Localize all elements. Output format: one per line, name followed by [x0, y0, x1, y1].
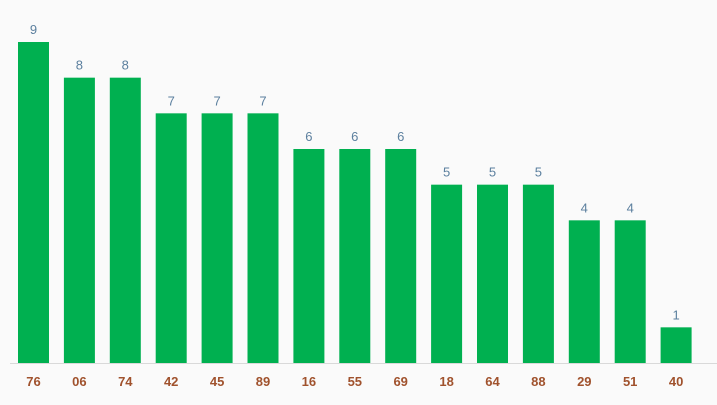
x-tick-label: 29 — [577, 374, 591, 389]
x-tick-label: 74 — [118, 374, 133, 389]
data-label: 7 — [213, 93, 220, 108]
data-label: 6 — [351, 129, 358, 144]
data-label: 7 — [259, 93, 266, 108]
x-tick-label: 55 — [348, 374, 362, 389]
x-tick-label: 88 — [531, 374, 545, 389]
data-label: 6 — [305, 129, 312, 144]
bar-69 — [385, 149, 417, 363]
data-label: 6 — [397, 129, 404, 144]
bar-74 — [109, 77, 141, 364]
bar-51 — [614, 220, 646, 363]
data-label: 8 — [122, 58, 129, 73]
x-tick-label: 06 — [72, 374, 86, 389]
bar-18 — [431, 184, 463, 363]
x-tick-label: 18 — [439, 374, 453, 389]
x-tick-label: 42 — [164, 374, 178, 389]
bar-45 — [201, 113, 233, 363]
bar-29 — [568, 220, 600, 363]
bar-55 — [339, 149, 371, 363]
data-label: 9 — [30, 22, 37, 37]
data-label: 8 — [76, 58, 83, 73]
data-label: 5 — [535, 165, 542, 180]
x-tick-label: 51 — [623, 374, 637, 389]
bar-40 — [660, 327, 692, 363]
data-label: 4 — [581, 200, 588, 215]
bar-76 — [18, 42, 49, 363]
bar-64 — [477, 184, 508, 363]
data-label: 5 — [489, 165, 496, 180]
x-tick-label: 16 — [302, 374, 316, 389]
x-tick-label: 40 — [669, 374, 683, 389]
x-tick-label: 64 — [485, 374, 500, 389]
x-tick-label: 76 — [26, 374, 40, 389]
data-label: 7 — [168, 93, 175, 108]
bar-42 — [155, 113, 187, 363]
bar-88 — [522, 184, 554, 363]
x-tick-label: 89 — [256, 374, 270, 389]
x-tick-label: 69 — [393, 374, 407, 389]
bar-06 — [63, 77, 95, 364]
bar-16 — [293, 149, 325, 363]
data-label: 1 — [672, 307, 679, 322]
x-tick-label: 45 — [210, 374, 224, 389]
data-label: 5 — [443, 165, 450, 180]
bar-89 — [247, 113, 279, 363]
data-label: 4 — [627, 200, 634, 215]
